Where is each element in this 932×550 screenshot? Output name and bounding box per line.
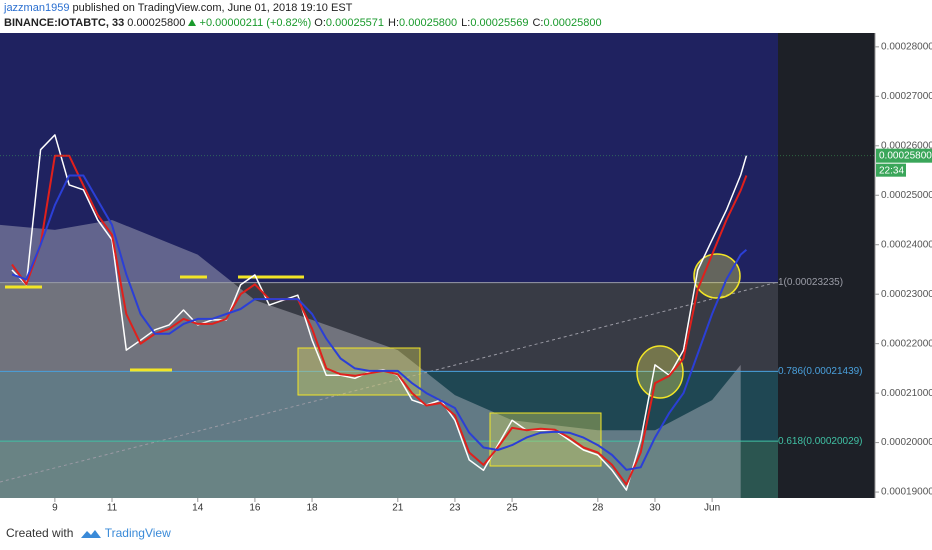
countdown-box <box>876 163 906 177</box>
y-tick-label: 0.00027000 <box>881 91 932 102</box>
x-tick-label: 14 <box>192 503 204 514</box>
symbol: BINANCE:IOTABTC, 33 <box>4 17 125 29</box>
countdown: 22:34 <box>879 165 904 176</box>
change: +0.00000211 (+0.82%) <box>199 17 312 29</box>
author[interactable]: jazzman1959 <box>4 2 70 14</box>
brand[interactable]: TradingView <box>104 526 171 540</box>
x-tick-label: 9 <box>52 503 58 514</box>
y-tick-label: 0.00025000 <box>881 190 932 201</box>
ohlc-label: L: <box>461 17 471 29</box>
ohlc-value: 0.00025569 <box>470 17 529 29</box>
x-tick-label: 30 <box>649 503 661 514</box>
x-tick-label: 21 <box>392 503 404 514</box>
price-box <box>876 148 932 163</box>
created: Created with <box>6 526 74 540</box>
y-tick-label: 0.00021000 <box>881 388 932 399</box>
y-tick-label: 0.00028000 <box>881 41 932 52</box>
ohlc-value: 0.00025571 <box>325 17 385 29</box>
x-tick-label: Jun <box>704 503 720 514</box>
ohlc-label: O: <box>314 17 326 29</box>
price-label: 0.00025800 <box>879 150 932 161</box>
x-tick-label: 23 <box>449 503 461 514</box>
trend-line <box>0 281 779 483</box>
logo <box>80 529 101 538</box>
x-tick-label: 16 <box>249 503 261 514</box>
future-bg <box>778 33 875 498</box>
x-tick-label: 18 <box>306 503 318 514</box>
ohlc-label: C: <box>532 17 544 29</box>
header-line-1: jazzman1959 published on TradingView.com… <box>4 1 606 16</box>
x-tick-label: 11 <box>107 503 118 514</box>
y-tick-label: 0.00024000 <box>881 239 932 250</box>
footer: Created with TradingView <box>6 526 171 540</box>
zone-mid <box>0 282 778 372</box>
ohlc-value: 0.00025800 <box>399 17 458 29</box>
zone-top <box>0 33 778 283</box>
line <box>11 174 748 471</box>
up-arrow <box>188 19 197 26</box>
y-tick-label: 0.00023000 <box>881 289 932 300</box>
highlight-box <box>489 412 602 467</box>
y-tick-label: 0.00019000 <box>881 487 932 498</box>
y-tick-label: 0.00020000 <box>881 437 932 448</box>
highlight-circle <box>693 253 741 299</box>
highlight-circle <box>636 345 684 399</box>
volume-area <box>0 220 741 498</box>
zone-teal <box>0 371 778 442</box>
last: 0.00025800 <box>127 17 186 29</box>
x-tick-label: 28 <box>592 503 604 514</box>
highlight-box <box>297 347 421 396</box>
y-tick-label: 0.00026000 <box>881 140 932 151</box>
ohlc: O:0.00025571 H:0.00025800 L:0.00025569 C:0.… <box>314 17 605 29</box>
header: jazzman1959 published on TradingView.com… <box>4 1 606 31</box>
x-tick-label: 25 <box>507 503 519 514</box>
ohlc-label: H: <box>388 17 400 29</box>
fib-label: 1(0.00023235) <box>778 277 843 288</box>
published: published on TradingView.com, June 01, 2… <box>72 2 353 14</box>
fib-label: 0.786(0.00021439) <box>778 366 863 377</box>
y-axis-panel <box>875 33 932 520</box>
header-line-2: BINANCE:IOTABTC, 33 0.00025800 +0.000002… <box>4 16 606 31</box>
chart: 0.00019000 0.00020000 0.00021000 0.00022000… <box>0 33 932 520</box>
fib-label: 0.618(0.00020029) <box>778 436 863 447</box>
y-tick-label: 0.00022000 <box>881 338 932 349</box>
ohlc-value: 0.00025800 <box>543 17 602 29</box>
